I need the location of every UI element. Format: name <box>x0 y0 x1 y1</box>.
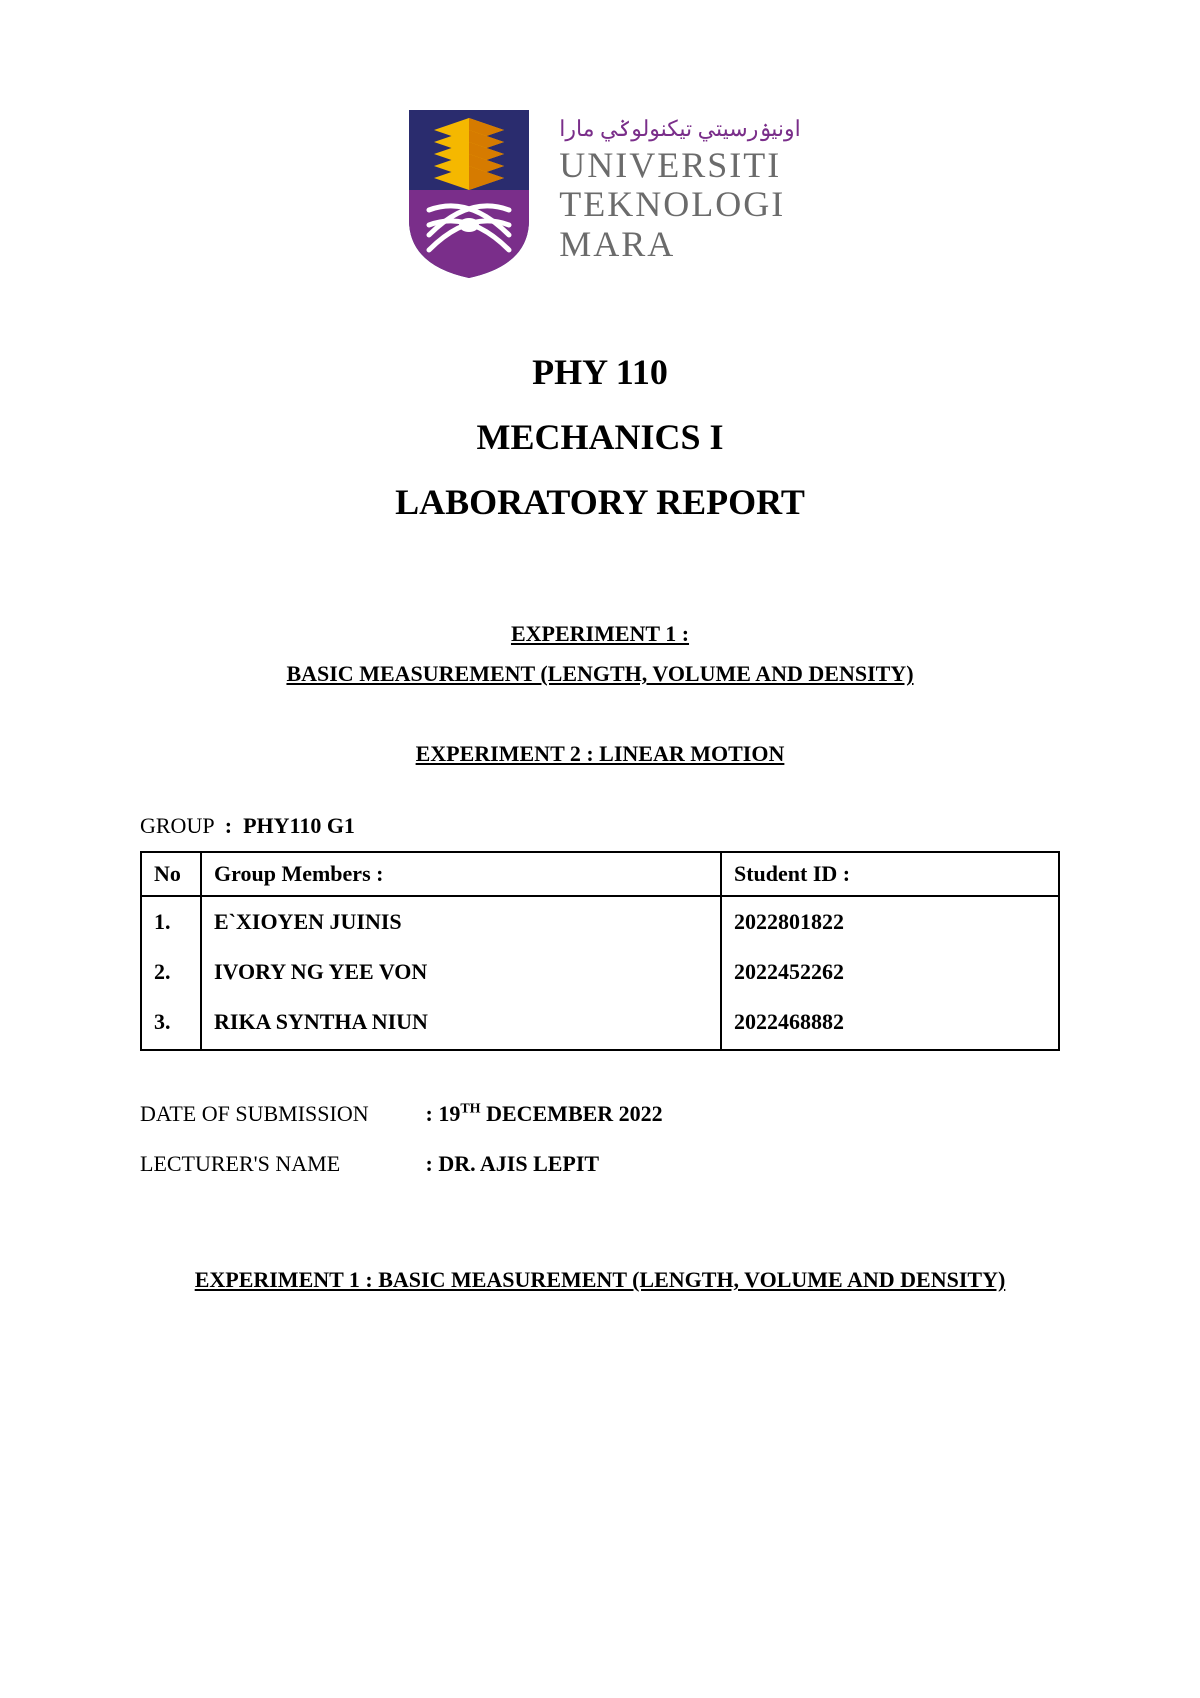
cell-no: 2. <box>141 947 201 997</box>
cell-id: 2022468882 <box>721 997 1059 1050</box>
group-value: PHY110 G1 <box>243 813 355 838</box>
submission-rest: DECEMBER 2022 <box>481 1101 663 1126</box>
logo-line-3: MARA <box>559 225 801 265</box>
table-row: 3. RIKA SYNTHA NIUN 2022468882 <box>141 997 1059 1050</box>
logo-shield-icon <box>399 100 539 280</box>
cell-id: 2022452262 <box>721 947 1059 997</box>
table-row: 1. E`XIOYEN JUINIS 2022801822 <box>141 896 1059 947</box>
experiment-2-heading: EXPERIMENT 2 : LINEAR MOTION <box>140 734 1060 774</box>
cell-name: IVORY NG YEE VON <box>201 947 721 997</box>
submission-label: DATE OF SUBMISSION <box>140 1101 420 1127</box>
logo-arabic-text: اونيۏرسيتي تيكنولوݢي مارا <box>559 116 801 142</box>
group-colon: : <box>225 813 232 838</box>
logo-line-2: TEKNOLOGI <box>559 185 801 225</box>
submission-line: DATE OF SUBMISSION : 19TH DECEMBER 2022 <box>140 1101 1060 1127</box>
cell-no: 3. <box>141 997 201 1050</box>
course-code: PHY 110 <box>140 340 1060 405</box>
header-no: No <box>141 852 201 896</box>
group-line: GROUP : PHY110 G1 <box>140 813 1060 839</box>
title-block: PHY 110 MECHANICS I LABORATORY REPORT <box>140 340 1060 534</box>
lecturer-line: LECTURER'S NAME : DR. AJIS LEPIT <box>140 1151 1060 1177</box>
header-members: Group Members : <box>201 852 721 896</box>
header-id: Student ID : <box>721 852 1059 896</box>
experiment-1-label: EXPERIMENT 1 : <box>511 621 689 646</box>
cell-name: RIKA SYNTHA NIUN <box>201 997 721 1050</box>
table-header-row: No Group Members : Student ID : <box>141 852 1059 896</box>
experiment-1-footer-heading: EXPERIMENT 1 : BASIC MEASUREMENT (LENGTH… <box>140 1267 1060 1293</box>
cell-name: E`XIOYEN JUINIS <box>201 896 721 947</box>
logo-text-block: اونيۏرسيتي تيكنولوݢي مارا UNIVERSITI TEK… <box>559 116 801 265</box>
submission-suffix: TH <box>460 1102 480 1117</box>
group-members-table: No Group Members : Student ID : 1. E`XIO… <box>140 851 1060 1051</box>
submission-day: 19 <box>438 1101 460 1126</box>
university-logo: اونيۏرسيتي تيكنولوݢي مارا UNIVERSITI TEK… <box>140 100 1060 280</box>
experiment-1-title: BASIC MEASUREMENT (LENGTH, VOLUME AND DE… <box>286 661 913 686</box>
lecturer-value: DR. AJIS LEPIT <box>438 1151 599 1176</box>
lecturer-label: LECTURER'S NAME <box>140 1151 420 1177</box>
course-name: MECHANICS I <box>140 405 1060 470</box>
table-row: 2. IVORY NG YEE VON 2022452262 <box>141 947 1059 997</box>
group-label: GROUP <box>140 813 214 838</box>
submission-colon: : <box>426 1101 433 1126</box>
lecturer-colon: : <box>426 1151 433 1176</box>
experiment-1-heading: EXPERIMENT 1 : BASIC MEASUREMENT (LENGTH… <box>140 614 1060 693</box>
logo-line-1: UNIVERSITI <box>559 146 801 186</box>
cell-no: 1. <box>141 896 201 947</box>
report-type: LABORATORY REPORT <box>140 470 1060 535</box>
cell-id: 2022801822 <box>721 896 1059 947</box>
